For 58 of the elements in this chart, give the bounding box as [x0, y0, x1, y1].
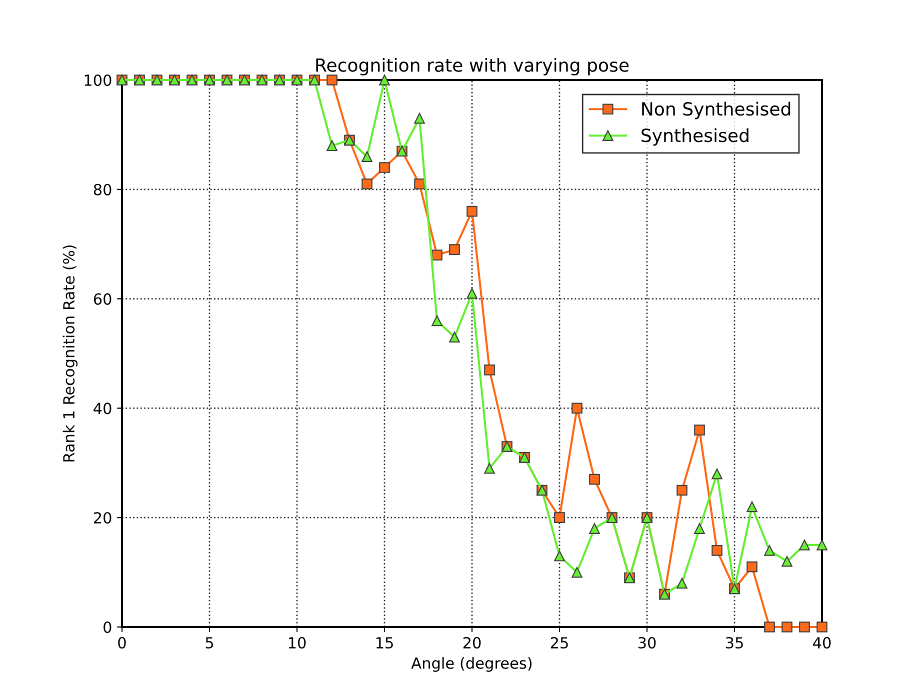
point	[799, 622, 810, 632]
point	[712, 468, 722, 480]
point	[326, 74, 338, 86]
point	[676, 578, 688, 589]
y-tick-label: 0	[104, 621, 112, 634]
point	[764, 622, 775, 632]
point	[484, 462, 495, 474]
point	[432, 250, 442, 260]
point	[449, 332, 460, 343]
point	[326, 140, 338, 152]
x-tick-label: 35	[726, 636, 743, 649]
legend-label: Non Synthesised	[642, 102, 790, 120]
y-axis-title: Rank 1 Recognition Rate (%)	[62, 245, 78, 462]
point	[782, 556, 792, 567]
x-tick-label: 15	[376, 637, 393, 649]
point	[572, 402, 582, 414]
point	[816, 540, 828, 550]
point	[694, 424, 705, 436]
point	[379, 162, 390, 173]
y-tick-label: 80	[94, 184, 112, 196]
point	[676, 484, 688, 496]
point	[484, 364, 495, 376]
point	[572, 566, 582, 578]
point	[694, 523, 705, 534]
point	[449, 244, 460, 255]
point	[554, 550, 565, 562]
point	[362, 151, 372, 162]
point	[764, 545, 775, 556]
point	[816, 622, 828, 632]
point	[782, 622, 792, 632]
y-tick-label: 60	[94, 293, 112, 305]
point	[589, 474, 600, 485]
point	[746, 501, 758, 512]
point	[554, 512, 565, 524]
point	[414, 178, 425, 190]
x-axis-title: Angle (degrees)	[411, 657, 532, 672]
x-tick-label: 10	[288, 636, 306, 649]
y-tick-label: 40	[94, 402, 112, 414]
point	[432, 315, 442, 326]
legend-label: Synthesised	[642, 128, 748, 146]
x-tick-label: 40	[813, 636, 831, 649]
chart-title: Recognition rate with varying pose	[316, 58, 629, 76]
x-tick-label: 0	[118, 636, 126, 649]
point	[746, 561, 758, 572]
point	[362, 178, 372, 190]
point	[379, 74, 390, 86]
x-tick-label: 5	[206, 637, 214, 649]
x-tick-label: 30	[638, 636, 656, 649]
point	[712, 545, 722, 556]
x-tick-label: 20	[463, 636, 481, 649]
point	[799, 540, 810, 550]
point	[589, 523, 600, 534]
y-tick-label: 20	[94, 512, 112, 524]
y-tick-label: 100	[84, 74, 112, 86]
point	[466, 288, 478, 299]
point	[414, 112, 425, 124]
point	[466, 206, 478, 217]
x-tick-label: 25	[550, 636, 568, 649]
